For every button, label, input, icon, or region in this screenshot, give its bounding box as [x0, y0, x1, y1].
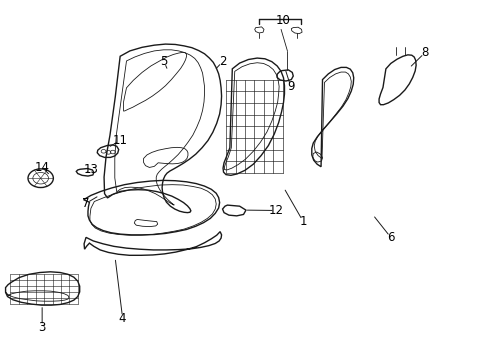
Text: 7: 7	[82, 197, 90, 210]
Text: 11: 11	[112, 134, 127, 147]
Text: 9: 9	[286, 80, 294, 93]
Text: 5: 5	[160, 55, 167, 68]
Text: 2: 2	[218, 55, 226, 68]
Text: 13: 13	[83, 163, 98, 176]
Text: 3: 3	[39, 320, 46, 333]
Text: 8: 8	[420, 46, 427, 59]
Text: 6: 6	[386, 231, 394, 244]
Text: 1: 1	[299, 215, 306, 228]
Text: 14: 14	[35, 161, 50, 174]
Text: 4: 4	[119, 311, 126, 325]
Text: 10: 10	[276, 14, 290, 27]
Text: 12: 12	[268, 204, 283, 217]
